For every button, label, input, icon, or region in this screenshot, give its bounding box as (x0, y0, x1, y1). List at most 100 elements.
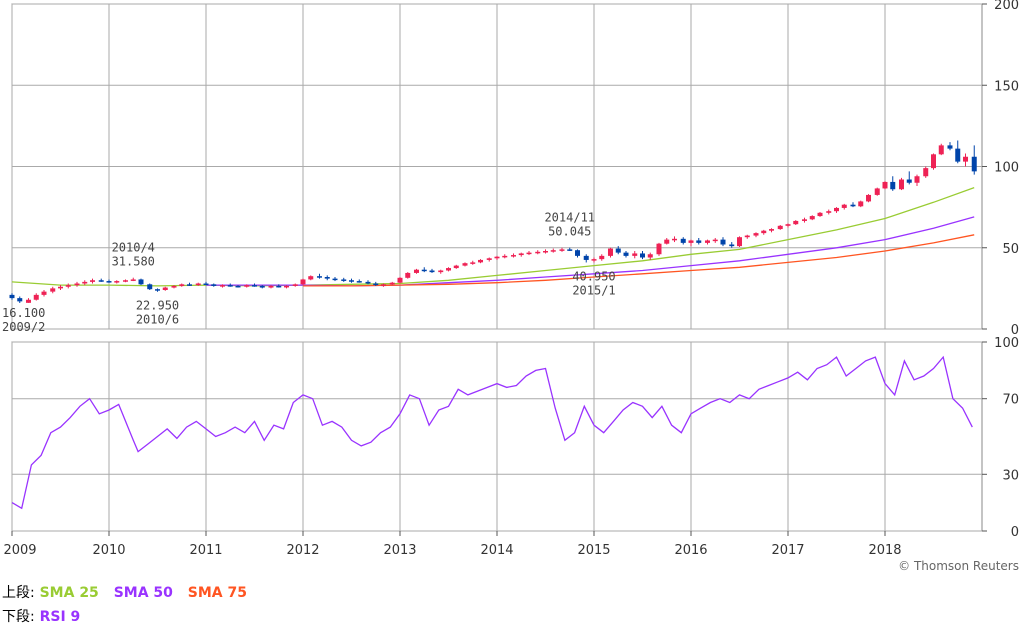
candle-body (769, 229, 775, 231)
candle-body (268, 285, 274, 288)
candle-body (656, 243, 662, 255)
candle-body (58, 286, 63, 289)
candle-body (381, 284, 387, 286)
candle-body (712, 239, 718, 242)
candle-body (672, 238, 678, 241)
price-annotation: 2009/2 (2, 320, 45, 334)
lower-rsi-panel: 0 30 70 100 (11, 336, 1019, 540)
x-tick-label: 2011 (189, 543, 222, 558)
candle-body (906, 179, 912, 183)
candle-body (162, 287, 168, 290)
candle-body (453, 265, 459, 269)
candle-body (640, 253, 645, 258)
candle-body (155, 289, 160, 291)
y-tick-label: 200 (994, 0, 1019, 13)
candle-body (494, 256, 500, 259)
candle-body (591, 259, 597, 261)
candle-body (720, 239, 726, 245)
y-tick-label: 0 (1011, 323, 1019, 338)
x-axis: 2009 2010 2011 2012 2013 2014 2015 2016 2017 2018 (3, 531, 902, 558)
candle-body (171, 285, 177, 288)
candle-body (130, 279, 136, 281)
y-tick-label: 30 (1002, 468, 1019, 483)
candle-body (82, 281, 88, 284)
sma-line-sma75 (303, 234, 975, 287)
candle-body (559, 249, 565, 251)
candle-body (931, 154, 936, 169)
candle-body (543, 251, 548, 253)
candle-body (122, 280, 128, 282)
candle-body (874, 188, 880, 195)
x-tick-label: 2014 (480, 543, 513, 558)
candle-body (219, 285, 225, 287)
candle-body (90, 280, 96, 282)
candle-body (850, 204, 856, 207)
candle-body (405, 272, 411, 278)
candle-body (761, 230, 767, 234)
candle-body (971, 156, 977, 172)
candle-body (486, 258, 492, 260)
candle-body (575, 250, 581, 256)
x-tick-label: 2013 (383, 543, 416, 558)
candle-body (389, 282, 395, 285)
candle-body (227, 285, 233, 287)
upper-legend-prefix: 上段: (2, 585, 35, 601)
copyright-credit: © Thomson Reuters (898, 559, 1019, 573)
candle-body (647, 254, 653, 258)
candle-body (518, 253, 524, 256)
y-tick-label: 0 (1011, 525, 1019, 540)
candle-body (550, 250, 556, 252)
candle-body (502, 255, 508, 258)
candle-body (244, 285, 250, 287)
legend-sma75: SMA 75 (187, 585, 247, 601)
legend-sma50: SMA 50 (113, 585, 173, 601)
x-tick-label: 2010 (92, 543, 125, 558)
candle-body (421, 269, 427, 272)
price-annotation: 2014/11 (544, 211, 595, 225)
rsi-line (11, 355, 973, 510)
candle-body (252, 285, 257, 287)
price-annotation: 16.100 (2, 306, 45, 320)
candle-body (300, 279, 306, 285)
candle-body (341, 279, 347, 281)
candle-body (276, 285, 282, 288)
candle-body (235, 285, 241, 288)
candle-body (438, 270, 444, 273)
candle-body (316, 276, 322, 278)
y-tick-label: 70 (1002, 393, 1019, 408)
candle-body (284, 285, 290, 288)
candle-body (98, 280, 104, 282)
candle-body (114, 281, 120, 283)
candle-body (259, 285, 265, 288)
candle-body (33, 294, 39, 300)
candle-body (955, 148, 961, 162)
candle-body (25, 299, 31, 303)
candle-body (349, 280, 354, 282)
candle-body (373, 283, 379, 286)
candle-body (841, 204, 847, 208)
candle-body (777, 225, 783, 230)
candle-body (147, 284, 153, 290)
y-tick-label: 100 (994, 336, 1019, 351)
candle-body (688, 240, 694, 243)
candle-body (890, 181, 896, 190)
candle-body (446, 268, 451, 271)
candle-body (429, 270, 435, 273)
candle-body (729, 244, 735, 247)
price-annotation: 40.950 (572, 269, 615, 283)
x-tick-label: 2015 (577, 543, 610, 558)
candle-body (801, 219, 807, 221)
candle-body (41, 291, 47, 295)
candle-body (615, 248, 621, 253)
candle-body (834, 207, 839, 212)
legend-sma25: SMA 25 (39, 585, 99, 601)
candle-body (365, 281, 371, 284)
price-annotation: 2010/4 (112, 241, 155, 255)
x-tick-label: 2018 (868, 543, 901, 558)
candle-body (292, 284, 298, 286)
price-annotation: 2010/6 (136, 313, 179, 327)
candle-body (866, 194, 872, 202)
candle-body (947, 145, 953, 149)
y-tick-label: 150 (994, 79, 1019, 94)
